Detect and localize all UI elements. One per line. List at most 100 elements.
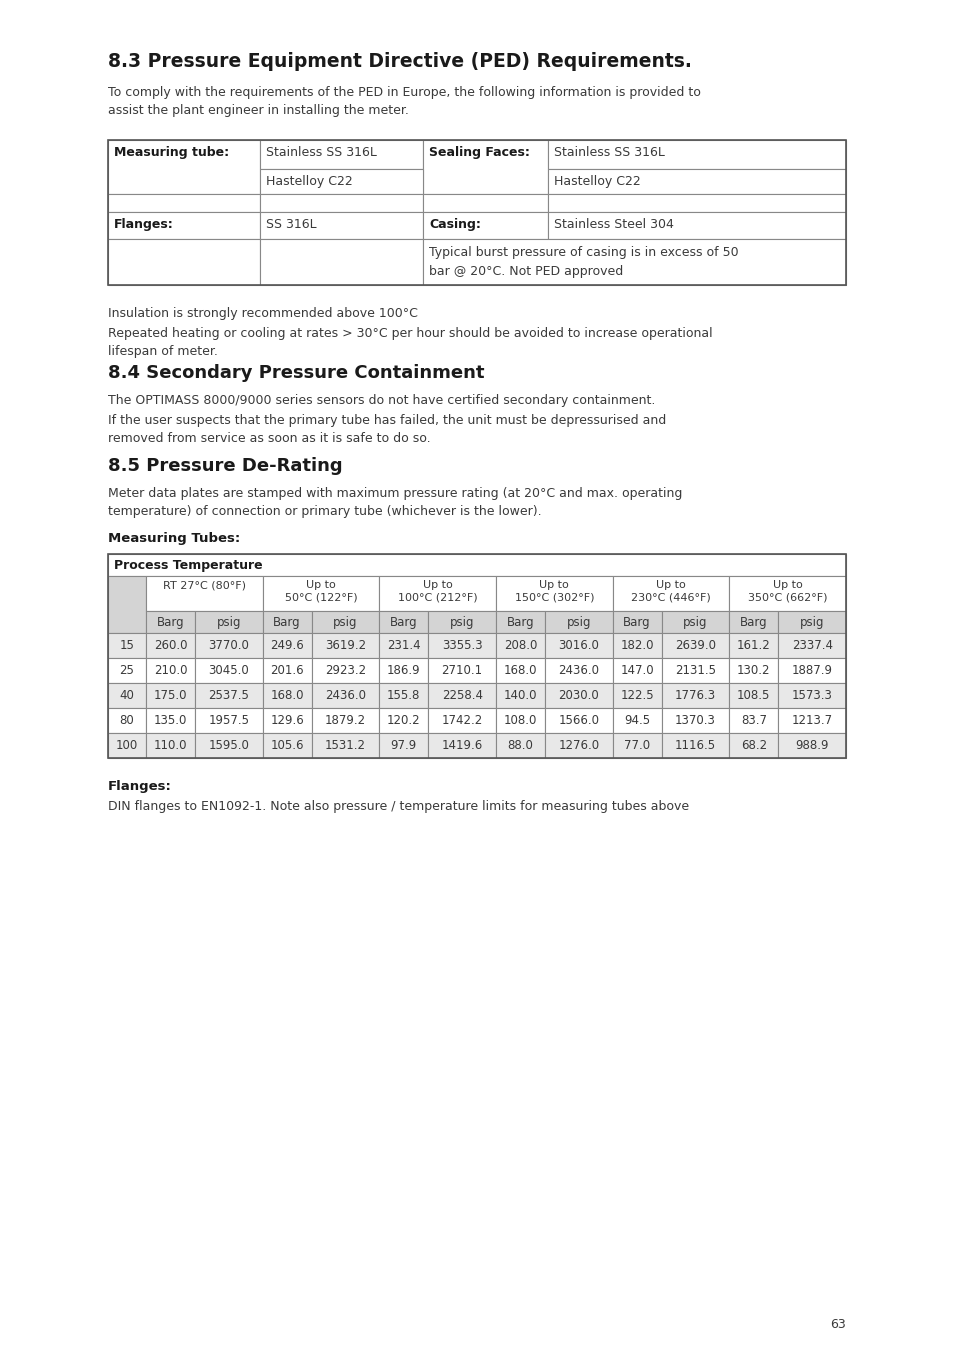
Text: 1276.0: 1276.0 <box>558 738 598 752</box>
Text: 988.9: 988.9 <box>795 738 828 752</box>
Bar <box>262 633 312 657</box>
Bar <box>260 169 422 194</box>
Bar <box>544 683 612 707</box>
Bar <box>612 657 661 683</box>
Text: 231.4: 231.4 <box>387 639 420 652</box>
Bar <box>260 194 422 212</box>
Text: 2436.0: 2436.0 <box>558 664 598 676</box>
Text: 2537.5: 2537.5 <box>208 688 249 702</box>
Text: 1879.2: 1879.2 <box>325 714 366 728</box>
Text: 94.5: 94.5 <box>623 714 650 728</box>
Text: Up to
230°C (446°F): Up to 230°C (446°F) <box>631 580 710 603</box>
Text: 1957.5: 1957.5 <box>208 714 249 728</box>
Text: 105.6: 105.6 <box>270 738 304 752</box>
Bar <box>544 633 612 657</box>
Text: 110.0: 110.0 <box>153 738 187 752</box>
Bar <box>312 612 379 633</box>
Text: Meter data plates are stamped with maximum pressure rating (at 20°C and max. ope: Meter data plates are stamped with maxim… <box>108 487 681 518</box>
Bar <box>260 140 422 169</box>
Bar <box>108 239 260 285</box>
Text: The OPTIMASS 8000/9000 series sensors do not have certified secondary containmen: The OPTIMASS 8000/9000 series sensors do… <box>108 394 655 406</box>
Bar <box>379 733 428 757</box>
Text: Hastelloy C22: Hastelloy C22 <box>554 176 640 188</box>
Bar <box>547 194 845 212</box>
Bar <box>312 683 379 707</box>
Bar <box>778 657 845 683</box>
Bar <box>496 612 544 633</box>
Bar <box>496 683 544 707</box>
Text: 182.0: 182.0 <box>619 639 653 652</box>
Text: 1370.3: 1370.3 <box>675 714 715 728</box>
Bar <box>428 707 496 733</box>
Text: 135.0: 135.0 <box>153 714 187 728</box>
Text: Repeated heating or cooling at rates > 30°C per hour should be avoided to increa: Repeated heating or cooling at rates > 3… <box>108 327 712 358</box>
Text: Measuring Tubes:: Measuring Tubes: <box>108 532 240 545</box>
Bar <box>379 683 428 707</box>
Text: 108.5: 108.5 <box>737 688 770 702</box>
Text: 2710.1: 2710.1 <box>441 664 482 676</box>
Bar <box>262 733 312 757</box>
Text: Insulation is strongly recommended above 100°C: Insulation is strongly recommended above… <box>108 306 417 320</box>
Bar <box>379 657 428 683</box>
Bar <box>612 733 661 757</box>
Text: If the user suspects that the primary tube has failed, the unit must be depressu: If the user suspects that the primary tu… <box>108 414 665 446</box>
Bar <box>194 633 262 657</box>
Text: 1531.2: 1531.2 <box>325 738 366 752</box>
Text: 80: 80 <box>119 714 134 728</box>
Text: psig: psig <box>799 616 823 629</box>
Bar <box>312 733 379 757</box>
Bar <box>379 576 496 612</box>
Bar <box>108 707 146 733</box>
Bar <box>544 733 612 757</box>
Text: 2923.2: 2923.2 <box>325 664 366 676</box>
Bar <box>612 683 661 707</box>
Bar <box>778 683 845 707</box>
Text: Barg: Barg <box>156 616 184 629</box>
Text: 168.0: 168.0 <box>503 664 537 676</box>
Text: 3045.0: 3045.0 <box>209 664 249 676</box>
Bar <box>778 707 845 733</box>
Text: 2258.4: 2258.4 <box>441 688 482 702</box>
Text: 88.0: 88.0 <box>507 738 533 752</box>
Text: psig: psig <box>682 616 707 629</box>
Text: Casing:: Casing: <box>429 217 480 231</box>
Text: Barg: Barg <box>622 616 650 629</box>
Bar <box>544 612 612 633</box>
Bar <box>262 657 312 683</box>
Text: 1419.6: 1419.6 <box>441 738 482 752</box>
Text: 1595.0: 1595.0 <box>208 738 249 752</box>
Text: 120.2: 120.2 <box>387 714 420 728</box>
Bar <box>108 554 845 576</box>
Bar <box>428 612 496 633</box>
Text: 2436.0: 2436.0 <box>325 688 366 702</box>
Bar <box>262 612 312 633</box>
Text: RT 27°C (80°F): RT 27°C (80°F) <box>163 580 246 590</box>
Bar <box>729 733 778 757</box>
Bar <box>260 212 422 239</box>
Text: 2131.5: 2131.5 <box>675 664 716 676</box>
Text: 77.0: 77.0 <box>623 738 650 752</box>
Text: Flanges:: Flanges: <box>108 780 172 792</box>
Text: psig: psig <box>216 616 241 629</box>
Text: Up to
50°C (122°F): Up to 50°C (122°F) <box>284 580 357 603</box>
Text: 8.5 Pressure De-Rating: 8.5 Pressure De-Rating <box>108 458 342 475</box>
Text: psig: psig <box>333 616 357 629</box>
Text: Up to
100°C (212°F): Up to 100°C (212°F) <box>397 580 477 603</box>
Text: Barg: Barg <box>506 616 534 629</box>
Bar <box>422 212 547 239</box>
Bar <box>108 733 146 757</box>
Bar <box>496 633 544 657</box>
Bar <box>661 633 729 657</box>
Text: psig: psig <box>566 616 591 629</box>
Bar <box>428 733 496 757</box>
Bar <box>379 633 428 657</box>
Text: 1566.0: 1566.0 <box>558 714 598 728</box>
Text: 1213.7: 1213.7 <box>791 714 832 728</box>
Text: Flanges:: Flanges: <box>113 217 173 231</box>
Bar <box>496 707 544 733</box>
Text: psig: psig <box>450 616 474 629</box>
Bar <box>108 554 845 757</box>
Text: 3355.3: 3355.3 <box>441 639 482 652</box>
Text: 8.3 Pressure Equipment Directive (PED) Requirements.: 8.3 Pressure Equipment Directive (PED) R… <box>108 53 691 72</box>
Bar <box>428 683 496 707</box>
